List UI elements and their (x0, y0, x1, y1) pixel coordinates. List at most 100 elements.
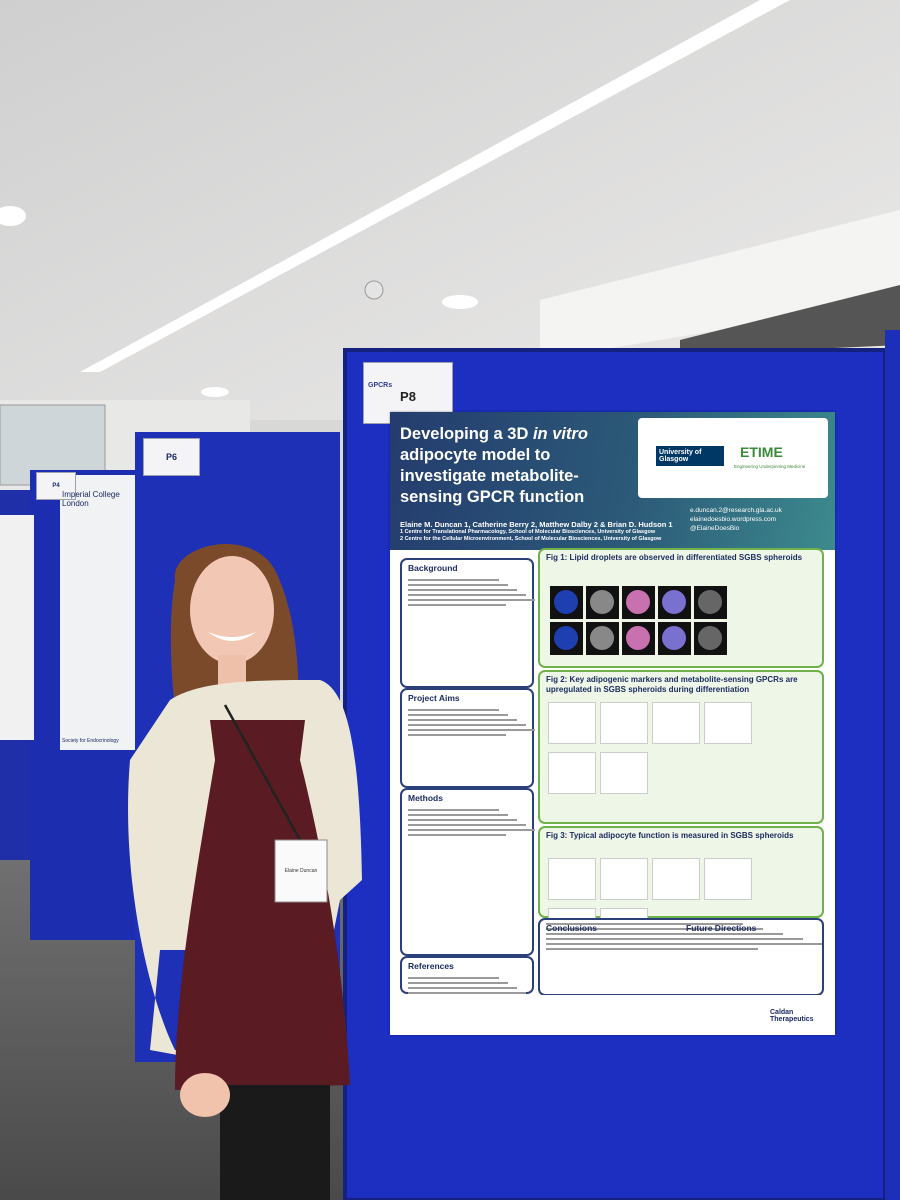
figure-title: Fig 2: Key adipogenic markers and metabo… (546, 675, 798, 694)
text-line (408, 724, 527, 726)
section-title: Methods (408, 793, 443, 803)
text-line (408, 987, 518, 989)
title-part: in vitro (532, 425, 588, 443)
plot-panel (600, 702, 648, 744)
authors: Elaine M. Duncan 1, Catherine Berry 2, M… (400, 520, 700, 543)
downlight (0, 206, 26, 226)
plot-panel (652, 858, 700, 900)
board-number: P8 (400, 389, 416, 404)
lanyard (223, 704, 302, 841)
micrograph (658, 622, 691, 655)
wall (540, 210, 900, 360)
plot-panel (704, 702, 752, 744)
logos: University of Glasgow ETIME Engineering … (638, 418, 828, 498)
text-line (408, 709, 499, 711)
text-line (408, 992, 527, 994)
board-number: P4 (52, 483, 60, 489)
text-line (408, 584, 509, 586)
text-line (408, 579, 499, 581)
contact: elainedoesbio.wordpress.com (690, 516, 776, 523)
spheroid (662, 590, 686, 614)
text-line (408, 982, 509, 984)
text-line (408, 719, 518, 721)
section: Conclusions Future Directions (538, 918, 824, 996)
figure: Fig 1: Lipid droplets are observed in di… (538, 548, 824, 668)
text-line (546, 948, 758, 950)
text-line (408, 977, 499, 979)
downlight (442, 295, 478, 309)
text-line (408, 829, 536, 831)
board-label: P4 (36, 472, 76, 500)
plot-panel (600, 858, 648, 900)
poster: Developing a 3D in vitro adipocyte model… (390, 412, 835, 1035)
micrograph (586, 622, 619, 655)
board-number: P6 (165, 452, 177, 462)
micrograph (694, 622, 727, 655)
figure-title: Fig 3: Typical adipocyte function is mea… (546, 831, 794, 840)
title-part: adipocyte model to investigate metabolit… (400, 446, 585, 506)
spheroid (554, 590, 578, 614)
affiliation: 1 Centre for Translational Pharmacology,… (400, 529, 656, 535)
spheroid (698, 626, 722, 650)
spheroid (662, 626, 686, 650)
spheroid (590, 626, 614, 650)
text-line (408, 819, 518, 821)
text-line (408, 814, 509, 816)
text-line (408, 734, 506, 736)
title-part: Developing a 3D (400, 425, 533, 443)
text-line (408, 834, 506, 836)
sensor (364, 280, 384, 300)
light-strip (80, 0, 790, 372)
board-logo: GPCRs (368, 382, 393, 389)
text-line (408, 599, 536, 601)
curtain (680, 285, 900, 355)
micrograph (694, 586, 727, 619)
figure-title: Fig 1: Lipid droplets are observed in di… (546, 553, 803, 562)
text-line (408, 714, 509, 716)
section: Project Aims (400, 688, 536, 788)
micrograph (586, 586, 619, 619)
hand (180, 1073, 230, 1117)
section-title: References (408, 961, 454, 971)
section: Methods (400, 788, 536, 956)
affiliation: 2 Centre for the Cellular Microenvironme… (400, 536, 662, 542)
contact: @ElaineDoesBio (690, 525, 740, 532)
pinafore (175, 720, 350, 1090)
micrograph (622, 586, 655, 619)
sponsor: Caldan Therapeutics (770, 1009, 814, 1023)
text-line (546, 928, 764, 930)
text-line (546, 933, 783, 935)
section-title: Project Aims (408, 693, 460, 703)
text-line (408, 589, 518, 591)
side-poster-header: Imperial College London (62, 490, 120, 508)
text-line (408, 809, 499, 811)
section-title: Future Directions (686, 923, 757, 933)
plot-panel (600, 752, 648, 794)
side-poster (60, 475, 140, 750)
plot-panel (548, 752, 596, 794)
display-board (885, 330, 900, 1200)
face (190, 556, 274, 664)
text-line (408, 824, 527, 826)
spheroid (626, 626, 650, 650)
figure: Fig 3: Typical adipocyte function is mea… (538, 826, 824, 950)
plot-panel (548, 858, 596, 900)
micrograph (622, 622, 655, 655)
section-title: Conclusions (546, 923, 598, 933)
text-line (408, 604, 506, 606)
tights (220, 1085, 330, 1200)
text-line (546, 923, 744, 925)
side-poster (0, 515, 34, 740)
micrograph (550, 586, 583, 619)
plot-panel (704, 858, 752, 900)
person: Elaine Duncan (128, 543, 362, 1200)
footer: Caldan Therapeutics (390, 995, 835, 1035)
text-line (408, 594, 527, 596)
board-label: P6 (143, 438, 200, 476)
plot-panel (652, 702, 700, 744)
micrograph (550, 622, 583, 655)
figure: Fig 2: Key adipogenic markers and metabo… (538, 670, 824, 824)
section-title: Background (408, 563, 458, 573)
micrograph (658, 586, 691, 619)
